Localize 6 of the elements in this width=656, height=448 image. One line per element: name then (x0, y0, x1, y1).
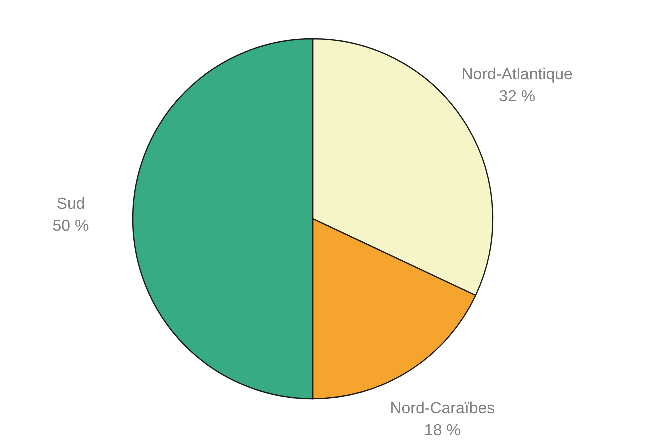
slice-label: Nord-Atlantique (462, 66, 574, 84)
data-label: 50 % (52, 218, 90, 235)
data-label: 18 % (424, 422, 461, 440)
slice-label: Nord-Caraïbes (390, 400, 496, 418)
slice-label: Sud (56, 196, 86, 213)
data-label: 32 % (499, 88, 536, 106)
